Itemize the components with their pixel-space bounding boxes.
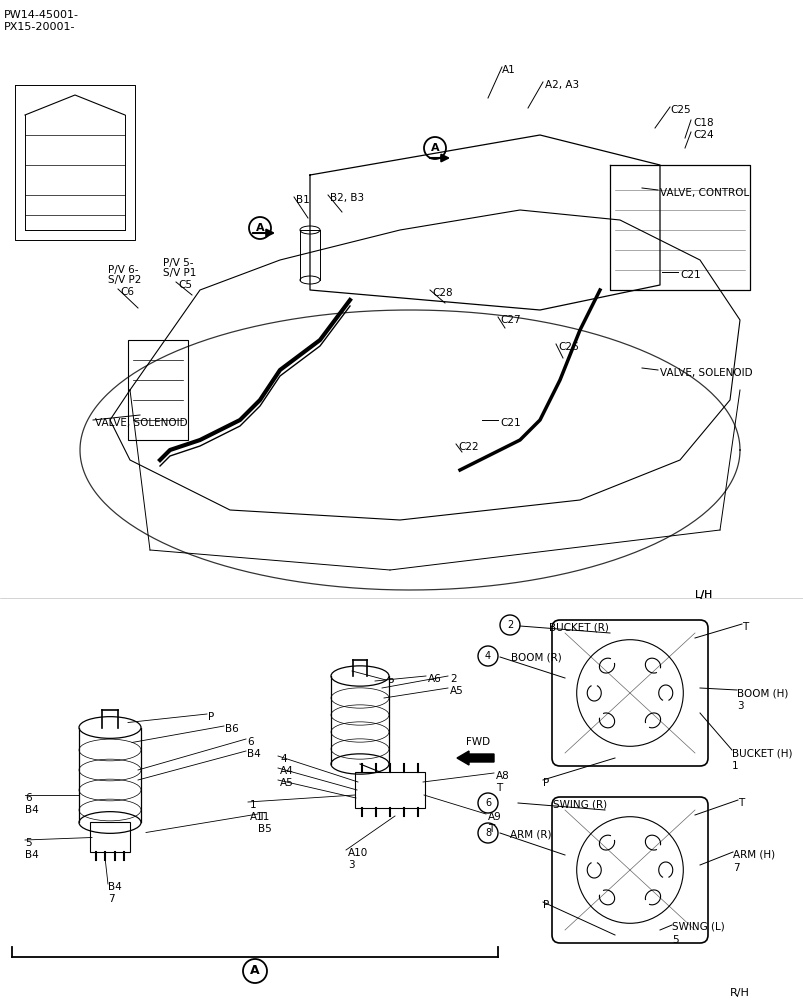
Text: P: P bbox=[208, 712, 214, 722]
Text: B4: B4 bbox=[108, 882, 121, 892]
Text: 7: 7 bbox=[732, 863, 739, 873]
Text: PW14-45001-: PW14-45001- bbox=[4, 10, 79, 20]
Text: A5: A5 bbox=[279, 778, 293, 788]
Text: BUCKET (R): BUCKET (R) bbox=[548, 622, 608, 632]
Text: C5: C5 bbox=[177, 280, 192, 290]
Text: P/V 5-: P/V 5- bbox=[163, 258, 194, 268]
Text: SWING (L): SWING (L) bbox=[671, 922, 724, 932]
Text: 6: 6 bbox=[484, 798, 491, 808]
Text: 8: 8 bbox=[484, 828, 491, 838]
Text: S/V P1: S/V P1 bbox=[163, 268, 196, 278]
Text: A: A bbox=[250, 964, 259, 977]
Text: A6: A6 bbox=[427, 674, 441, 684]
Text: 6: 6 bbox=[25, 793, 31, 803]
Text: C25: C25 bbox=[669, 105, 690, 115]
Bar bbox=[355, 772, 425, 808]
Text: 2: 2 bbox=[450, 674, 456, 684]
Text: 1: 1 bbox=[731, 761, 738, 771]
Text: P: P bbox=[542, 778, 548, 788]
Text: SWING (R): SWING (R) bbox=[552, 800, 606, 810]
Text: T: T bbox=[495, 783, 502, 793]
Text: T: T bbox=[737, 798, 744, 808]
Text: 2: 2 bbox=[506, 620, 512, 630]
Text: C26: C26 bbox=[557, 342, 578, 352]
Text: C27: C27 bbox=[499, 315, 520, 325]
Text: T: T bbox=[741, 622, 748, 632]
Text: C21: C21 bbox=[679, 270, 699, 280]
Text: 7: 7 bbox=[108, 894, 115, 904]
Text: L/H: L/H bbox=[694, 590, 711, 600]
Text: VALVE, SOLENOID: VALVE, SOLENOID bbox=[659, 368, 752, 378]
Text: A10: A10 bbox=[348, 848, 368, 858]
Text: BUCKET (H): BUCKET (H) bbox=[731, 748, 792, 758]
Text: 3: 3 bbox=[736, 701, 743, 711]
Text: A11: A11 bbox=[250, 812, 270, 822]
Text: A2, A3: A2, A3 bbox=[544, 80, 578, 90]
Text: B6: B6 bbox=[225, 724, 238, 734]
Text: B5: B5 bbox=[258, 824, 271, 834]
Text: C18: C18 bbox=[692, 118, 713, 128]
Text: A: A bbox=[255, 223, 264, 233]
Text: A8: A8 bbox=[495, 771, 509, 781]
Bar bbox=[128, 340, 188, 440]
Text: C28: C28 bbox=[431, 288, 452, 298]
Text: A9: A9 bbox=[487, 812, 501, 822]
Text: P: P bbox=[542, 900, 548, 910]
Text: 4: 4 bbox=[484, 651, 491, 661]
Text: T: T bbox=[487, 824, 494, 834]
Text: B4: B4 bbox=[247, 749, 260, 759]
Text: ARM (R): ARM (R) bbox=[509, 830, 551, 840]
Text: VALVE, SOLENOID: VALVE, SOLENOID bbox=[95, 418, 187, 428]
Text: R/H: R/H bbox=[729, 988, 749, 998]
Text: VALVE, CONTROL: VALVE, CONTROL bbox=[659, 188, 748, 198]
Text: FWD: FWD bbox=[466, 737, 490, 747]
Text: 6: 6 bbox=[247, 737, 253, 747]
Text: B4: B4 bbox=[25, 850, 39, 860]
Text: ARM (H): ARM (H) bbox=[732, 850, 774, 860]
Text: B1: B1 bbox=[296, 195, 309, 205]
Text: 1: 1 bbox=[250, 800, 256, 810]
Text: PX15-20001-: PX15-20001- bbox=[4, 22, 75, 32]
Text: B2, B3: B2, B3 bbox=[329, 193, 364, 203]
Text: P: P bbox=[388, 678, 393, 688]
Text: C22: C22 bbox=[458, 442, 478, 452]
Text: A1: A1 bbox=[501, 65, 515, 75]
Text: T: T bbox=[258, 812, 264, 822]
Text: L/H: L/H bbox=[694, 590, 712, 600]
Text: C6: C6 bbox=[120, 287, 134, 297]
Text: B4: B4 bbox=[25, 805, 39, 815]
Text: BOOM (R): BOOM (R) bbox=[511, 653, 561, 663]
Text: A: A bbox=[430, 143, 438, 153]
Text: A5: A5 bbox=[450, 686, 463, 696]
Text: S/V P2: S/V P2 bbox=[108, 275, 141, 285]
Text: C21: C21 bbox=[499, 418, 520, 428]
Text: P/V 6-: P/V 6- bbox=[108, 265, 138, 275]
FancyArrow shape bbox=[456, 751, 493, 765]
Text: C24: C24 bbox=[692, 130, 713, 140]
Text: A4: A4 bbox=[279, 766, 293, 776]
Text: BOOM (H): BOOM (H) bbox=[736, 688, 788, 698]
Bar bbox=[90, 822, 130, 852]
Text: 5: 5 bbox=[671, 935, 678, 945]
Text: 3: 3 bbox=[348, 860, 354, 870]
Text: 5: 5 bbox=[25, 838, 31, 848]
Text: 4: 4 bbox=[279, 754, 286, 764]
